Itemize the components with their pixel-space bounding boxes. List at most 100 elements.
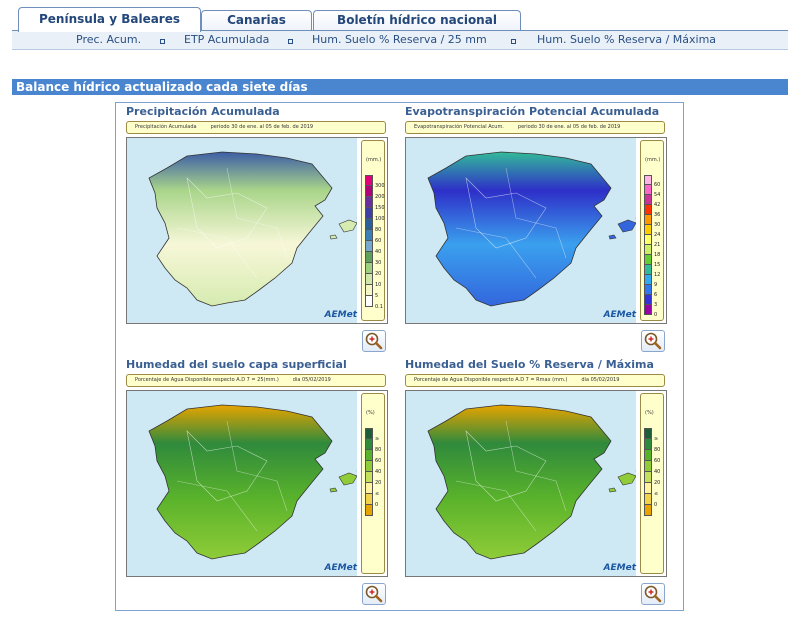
zoom-map-button[interactable]	[641, 583, 665, 605]
map-info-variable: Precipitación Acumulada	[135, 124, 197, 130]
zoom-map-button[interactable]	[641, 330, 665, 352]
legend-label: 80	[654, 447, 661, 453]
legend-label: 3	[654, 302, 658, 308]
legend-swatch	[644, 505, 652, 516]
magnifier-zoom-in-icon	[644, 332, 662, 350]
legend-label: 40	[654, 469, 661, 475]
legend-label: 100	[375, 216, 385, 222]
legend-label: ≥	[375, 436, 380, 442]
tab-canarias[interactable]: Canarias	[201, 10, 312, 31]
tab-divider	[12, 30, 788, 31]
map-info-period: periodo 30 de ene. al 05 de feb. de 2019	[517, 124, 621, 130]
map-graphic	[127, 138, 357, 323]
map-legend: (mm.) 300 200 150 100 80 60 40 30 20 10 5 0.1	[361, 140, 385, 321]
legend-swatch	[644, 265, 652, 275]
map-title: Humedad del Suelo % Reserva / Máxima	[405, 358, 654, 371]
map-image: (%) ≥80 60 40 20 ≤0 AEMet	[405, 390, 667, 577]
legend-label: 80	[375, 227, 382, 233]
legend-swatch	[365, 494, 373, 505]
legend-swatch	[365, 285, 373, 296]
legend-label: ≤	[375, 491, 380, 497]
legend-label: 5	[375, 293, 379, 299]
subnav-hum-suelo-maxima[interactable]: Hum. Suelo % Reserva / Máxima	[537, 33, 717, 46]
legend-swatch	[644, 215, 652, 225]
subnav-etp-acumulada[interactable]: ETP Acumulada	[184, 33, 270, 46]
map-legend: (%) ≥80 60 40 20 ≤0	[640, 393, 664, 574]
magnifier-zoom-in-icon	[365, 585, 383, 603]
legend-swatch	[644, 195, 652, 205]
map-legend: (mm.) 60 54 42 36 30 24 21 18 15 12 9 6 3 0	[640, 140, 664, 321]
map-graphic	[406, 138, 636, 323]
legend-swatch	[644, 225, 652, 235]
map-title: Precipitación Acumulada	[126, 105, 280, 118]
map-info-variable: Evapotranspiración Potencial Acum.	[414, 124, 504, 130]
legend-swatch	[644, 275, 652, 285]
legend-label: 6	[654, 292, 658, 298]
legend-label: 20	[375, 480, 382, 486]
legend-label: 60	[375, 458, 382, 464]
legend-label: 18	[654, 252, 661, 258]
legend-swatch	[365, 483, 373, 494]
tab-bar: Península y Baleares Canarias Boletín hí…	[0, 0, 803, 32]
map-legend: (%) ≥80 60 40 20 ≤0	[361, 393, 385, 574]
legend-swatch	[644, 494, 652, 505]
legend-swatch	[365, 296, 373, 307]
legend-label: ≥	[654, 436, 659, 442]
legend-swatch	[644, 255, 652, 265]
legend-swatch	[365, 505, 373, 516]
legend-swatch	[365, 219, 373, 230]
legend-label: 40	[375, 249, 382, 255]
legend-label: 200	[375, 194, 385, 200]
legend-unit: (%)	[366, 410, 375, 416]
map-image: (mm.) 300 200 150 100 80 60 40 30 20 10 5 0.1 AEMet	[126, 137, 388, 324]
legend-label: 20	[375, 271, 382, 277]
legend-label: 150	[375, 205, 385, 211]
legend-swatch	[365, 252, 373, 263]
tab-peninsula-baleares[interactable]: Península y Baleares	[18, 7, 201, 32]
legend-label: 24	[654, 232, 661, 238]
zoom-map-button[interactable]	[362, 330, 386, 352]
legend-swatch	[644, 450, 652, 461]
subnav-hum-suelo-25mm[interactable]: Hum. Suelo % Reserva / 25 mm	[312, 33, 487, 46]
square-bullet-icon	[511, 39, 516, 44]
legend-swatch	[365, 263, 373, 274]
map-info-period: dia 05/02/2019	[581, 377, 620, 383]
legend-label: 80	[375, 447, 382, 453]
maps-panel: Precipitación Acumulada Precipitación Acu…	[115, 102, 684, 611]
aemet-logo: AEMet	[324, 310, 357, 320]
legend-swatch	[644, 472, 652, 483]
map-graphic	[127, 391, 357, 576]
legend-label: 15	[654, 262, 661, 268]
legend-swatch	[365, 472, 373, 483]
map-image: (mm.) 60 54 42 36 30 24 21 18 15 12 9 6 3 0 AEMet	[405, 137, 667, 324]
sub-navigation: Prec. Acum. ETP Acumulada Hum. Suelo % R…	[12, 31, 788, 50]
tab-boletin-hidrico[interactable]: Boletín hídrico nacional	[313, 10, 521, 31]
zoom-map-button[interactable]	[362, 583, 386, 605]
legend-swatch	[644, 245, 652, 255]
legend-swatch	[644, 205, 652, 215]
aemet-logo: AEMet	[603, 563, 636, 573]
legend-label: 54	[654, 192, 661, 198]
legend-label: 9	[654, 282, 658, 288]
legend-swatch	[365, 461, 373, 472]
legend-swatch	[365, 208, 373, 219]
map-info-period: dia 05/02/2019	[292, 377, 331, 383]
map-info-bar: Porcentaje de Agua Disponible respecto A…	[126, 374, 386, 387]
legend-swatch	[644, 285, 652, 295]
legend-label: 30	[654, 222, 661, 228]
map-info-bar: Porcentaje de Agua Disponible respecto A…	[405, 374, 665, 387]
legend-label: 10	[375, 282, 382, 288]
legend-unit: (mm.)	[366, 157, 382, 163]
legend-label: 300	[375, 183, 385, 189]
legend-swatch	[644, 175, 652, 185]
legend-unit: (%)	[645, 410, 654, 416]
legend-label: 12	[654, 272, 661, 278]
legend-label: 30	[375, 260, 382, 266]
legend-label: 20	[654, 480, 661, 486]
legend-swatch	[365, 274, 373, 285]
subnav-prec-acum[interactable]: Prec. Acum.	[76, 33, 142, 46]
legend-swatch	[644, 483, 652, 494]
map-info-bar: Evapotranspiración Potencial Acum. period…	[405, 121, 665, 134]
map-info-variable: Porcentaje de Agua Disponible respecto A…	[414, 377, 568, 383]
legend-label: ≤	[654, 491, 659, 497]
